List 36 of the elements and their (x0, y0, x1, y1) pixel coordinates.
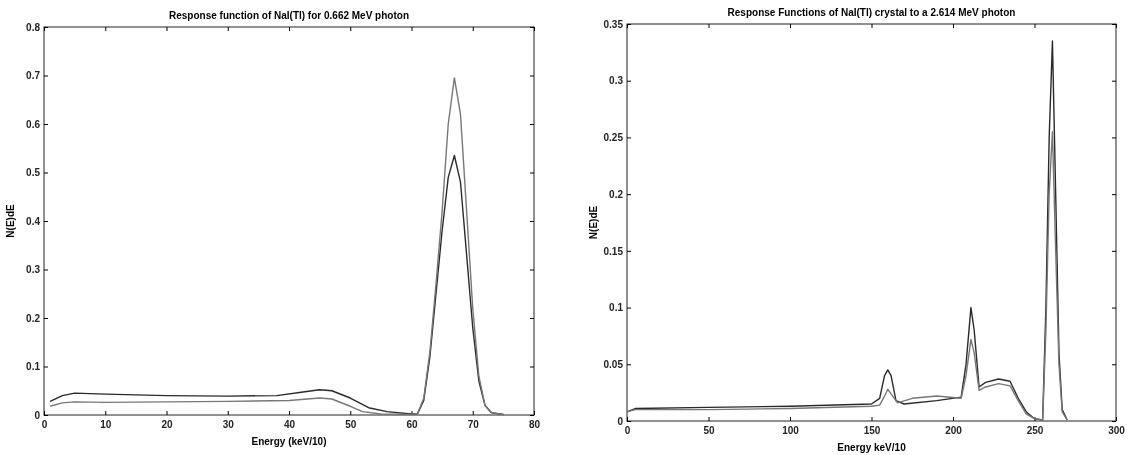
y-tick-label: 0.4 (26, 215, 41, 227)
y-tick-label: 0.1 (26, 361, 41, 373)
y-tick-label: 0.2 (26, 312, 41, 324)
y-tick-label: 0.2 (609, 188, 624, 200)
x-tick-label: 40 (283, 419, 296, 431)
x-tick-label: 50 (703, 425, 715, 437)
x-tick-label: 70 (467, 419, 480, 431)
y-tick-label: 0.15 (603, 245, 624, 257)
x-tick-label: 50 (345, 419, 357, 431)
x-tick-label: 300 (1108, 425, 1126, 437)
y-tick-label: 0.25 (603, 132, 624, 144)
y-axis-title: N(E)dE (588, 205, 599, 240)
y-tick-label: 0.3 (609, 75, 624, 87)
x-tick-label: 250 (1026, 425, 1044, 437)
y-tick-label: 0.6 (26, 118, 41, 130)
x-axis-title: Energy (keV/10) (251, 436, 327, 447)
chart-title: Response Functions of NaI(Tl) crystal to a 2.614 MeV photon (727, 7, 1016, 18)
y-tick-label: 0.8 (26, 21, 41, 33)
x-tick-label: 30 (222, 419, 235, 431)
y-tick-label: 0.3 (26, 264, 41, 276)
y-tick-label: 0.7 (26, 70, 41, 82)
y-axis-title: N(E)dE (5, 204, 16, 238)
x-axis-title: Energy keV/10 (837, 442, 907, 453)
x-tick-label: 20 (161, 419, 173, 431)
y-tick-label: 0.1 (609, 302, 624, 314)
y-tick-label: 0.5 (26, 167, 41, 179)
x-tick-label: 150 (863, 425, 881, 437)
x-tick-label: 10 (100, 419, 112, 431)
x-tick-label: 60 (406, 419, 418, 431)
x-tick-label: 200 (945, 425, 963, 437)
y-tick-label: 0.05 (603, 358, 624, 370)
x-tick-label: 100 (782, 425, 800, 437)
x-tick-label: 80 (528, 419, 541, 431)
y-tick-label: 0 (34, 409, 41, 421)
y-tick-label: 0.35 (603, 18, 624, 30)
chart-title: Response function of NaI(Tl) for 0.662 MeV photon (168, 10, 410, 21)
